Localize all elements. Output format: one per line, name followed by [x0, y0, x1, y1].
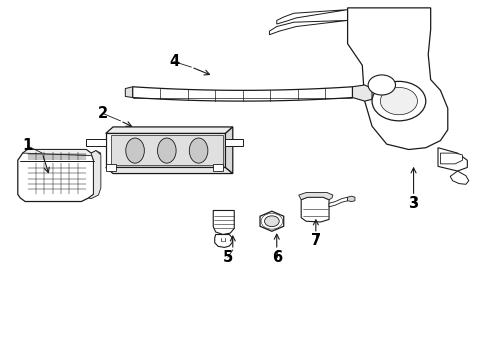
- Polygon shape: [352, 85, 372, 101]
- Polygon shape: [299, 193, 333, 200]
- Polygon shape: [277, 10, 347, 24]
- Text: 2: 2: [98, 106, 108, 121]
- Text: 7: 7: [311, 234, 321, 248]
- Polygon shape: [270, 21, 347, 35]
- Polygon shape: [213, 164, 223, 171]
- Polygon shape: [86, 139, 106, 146]
- Text: 4: 4: [169, 54, 179, 69]
- Polygon shape: [111, 135, 223, 165]
- Polygon shape: [106, 134, 225, 167]
- Circle shape: [368, 75, 395, 95]
- Polygon shape: [106, 127, 233, 134]
- Polygon shape: [18, 149, 94, 202]
- Polygon shape: [23, 149, 101, 157]
- Text: 3: 3: [409, 196, 418, 211]
- Text: 5: 5: [223, 249, 233, 265]
- Polygon shape: [125, 87, 133, 98]
- Circle shape: [380, 87, 417, 115]
- Polygon shape: [301, 197, 329, 222]
- Polygon shape: [450, 171, 469, 184]
- Text: 6: 6: [271, 249, 282, 265]
- Ellipse shape: [189, 138, 208, 163]
- Polygon shape: [260, 211, 284, 231]
- Polygon shape: [347, 196, 355, 202]
- Circle shape: [372, 81, 426, 121]
- Polygon shape: [347, 8, 448, 149]
- Circle shape: [265, 216, 279, 226]
- Polygon shape: [438, 148, 467, 171]
- Polygon shape: [106, 164, 116, 171]
- Ellipse shape: [126, 138, 145, 163]
- Ellipse shape: [158, 138, 176, 163]
- Text: 1: 1: [23, 139, 33, 153]
- Polygon shape: [357, 15, 438, 141]
- Polygon shape: [329, 197, 347, 207]
- Polygon shape: [213, 211, 234, 234]
- Polygon shape: [106, 167, 233, 174]
- Polygon shape: [441, 153, 463, 164]
- Polygon shape: [225, 139, 243, 146]
- Polygon shape: [89, 150, 101, 199]
- Polygon shape: [133, 87, 352, 101]
- Polygon shape: [225, 127, 233, 174]
- Polygon shape: [215, 234, 232, 247]
